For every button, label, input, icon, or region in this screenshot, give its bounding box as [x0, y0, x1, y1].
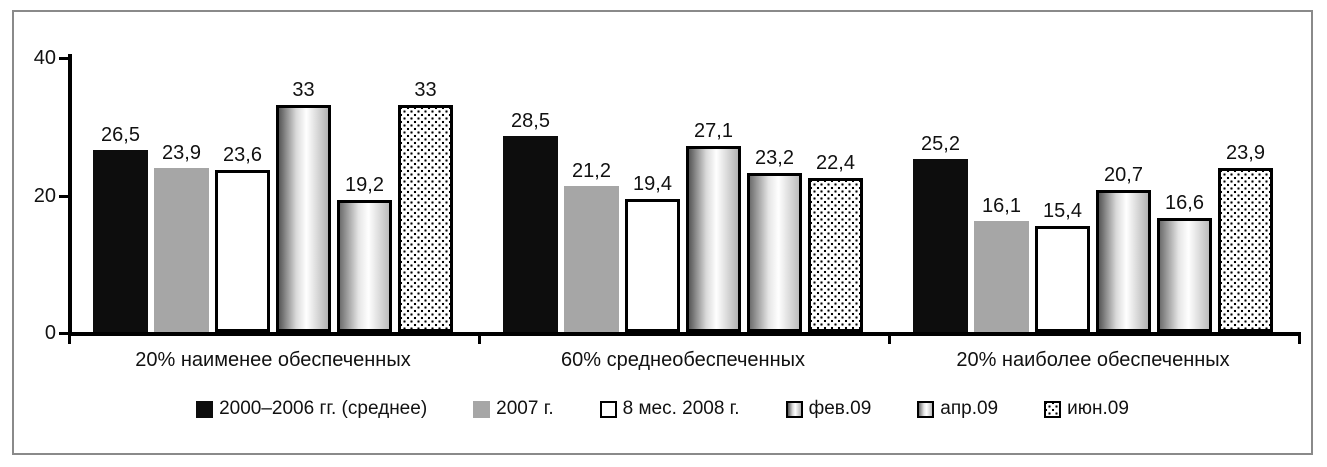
y-tick-label: 40 [33, 47, 56, 69]
legend-label: 8 мес. 2008 г. [622, 398, 740, 419]
bar-gradient-cylinder-group3 [1096, 189, 1151, 332]
y-tick-label: 20 [33, 184, 56, 207]
bar-gradient-cylinder-group2 [747, 172, 802, 332]
bar-value-label: 25,2 [921, 132, 960, 155]
bar-solid-gray-group3 [974, 221, 1029, 332]
legend-label: июн.09 [1067, 398, 1129, 419]
y-tick-label: 0 [44, 322, 56, 344]
bar-value-label: 23,9 [162, 141, 201, 164]
legend-swatch-white-outline [599, 400, 617, 418]
legend: 2000–2006 гг. (среднее) 2007 г. 8 мес. 200… [14, 398, 1311, 420]
x-tick [1298, 332, 1301, 344]
legend-item-dotted-pattern: июн.09 [1044, 398, 1129, 420]
legend-swatch-solid-black [196, 400, 214, 418]
bar-value-label: 19,2 [345, 174, 384, 196]
legend-item-gradient-cylinder: апр.09 [917, 398, 998, 420]
legend-item-white-outline: 8 мес. 2008 г. [599, 398, 740, 420]
category-label: 20% наименее обеспеченных [135, 349, 411, 371]
bar-gradient-cylinder-group2 [686, 145, 741, 332]
category-label: 20% наиболее обеспеченных [956, 349, 1230, 371]
legend-item-gradient-cylinder: фев.09 [785, 398, 872, 420]
bar-value-label: 19,4 [633, 172, 672, 195]
x-tick [888, 332, 891, 344]
bar-white-outline-group3 [1035, 226, 1090, 332]
legend-swatch-dotted-pattern [1044, 400, 1062, 418]
legend-label: апр.09 [940, 398, 999, 419]
bar-solid-black-group1 [93, 149, 148, 332]
legend-label: 2007 г. [496, 398, 554, 419]
legend-label: фев.09 [808, 398, 872, 419]
x-axis-line [68, 332, 1301, 336]
bar-value-label: 23,2 [755, 146, 794, 169]
bar-gradient-cylinder-group3 [1157, 217, 1212, 332]
y-tick [59, 57, 69, 60]
y-tick [59, 332, 69, 335]
bar-value-label: 20,7 [1104, 163, 1143, 186]
legend-swatch-solid-gray [473, 400, 491, 418]
bar-solid-gray-group1 [154, 167, 209, 332]
bar-value-label: 28,5 [511, 110, 550, 133]
bar-dotted-pattern-group1 [398, 105, 453, 332]
bar-value-label: 27,1 [694, 119, 733, 142]
bar-dotted-pattern-group3 [1218, 167, 1273, 332]
category-label: 60% среднеобеспеченных [560, 349, 805, 371]
bar-value-label: 33 [292, 79, 315, 102]
legend-item-solid-gray: 2007 г. [473, 398, 554, 420]
bar-value-label: 22,4 [816, 152, 855, 174]
bar-dotted-pattern-group2 [808, 178, 863, 332]
bar-gradient-cylinder-group1 [276, 105, 331, 332]
legend-label: 2000–2006 гг. (среднее) [219, 398, 428, 419]
legend-swatch-gradient-cylinder [785, 400, 803, 418]
bar-value-label: 33 [414, 79, 437, 102]
y-axis-line [68, 54, 72, 336]
legend-item-solid-black: 2000–2006 гг. (среднее) [196, 398, 427, 420]
bar-value-label: 15,4 [1043, 200, 1082, 223]
bar-solid-gray-group2 [564, 186, 619, 332]
bar-value-label: 16,1 [982, 195, 1021, 218]
bar-white-outline-group2 [625, 198, 680, 332]
chart-frame: 0 20 40 26,5 23,9 23,6 33 19,2 33 28,5 21,2 19,4 27… [12, 10, 1313, 455]
x-tick [478, 332, 481, 344]
bar-white-outline-group1 [215, 169, 270, 332]
bar-value-label: 26,5 [101, 123, 140, 146]
x-tick [68, 332, 71, 344]
bar-solid-black-group3 [913, 158, 968, 332]
y-tick [59, 194, 69, 198]
bar-value-label: 21,2 [572, 160, 611, 183]
legend-swatch-gradient-cylinder [917, 400, 935, 418]
bar-value-label: 16,6 [1165, 191, 1204, 214]
bar-value-label: 23,6 [223, 143, 262, 166]
bar-value-label: 23,9 [1226, 141, 1265, 164]
bar-solid-black-group2 [503, 136, 558, 332]
bar-gradient-cylinder-group1 [337, 200, 392, 332]
